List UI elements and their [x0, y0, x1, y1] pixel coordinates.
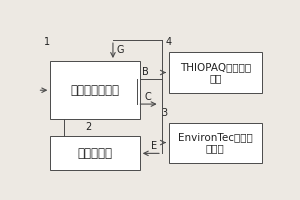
Text: E: E	[151, 141, 157, 151]
Text: B: B	[142, 67, 149, 77]
Text: 厌氧发酵子系统: 厌氧发酵子系统	[70, 84, 119, 97]
Text: G: G	[116, 45, 124, 55]
FancyBboxPatch shape	[169, 123, 262, 163]
FancyBboxPatch shape	[50, 61, 140, 119]
Text: 2: 2	[85, 122, 92, 132]
Text: THIOPAQ生物脱硫
装置: THIOPAQ生物脱硫 装置	[180, 62, 251, 83]
Text: 3: 3	[161, 108, 167, 118]
FancyBboxPatch shape	[50, 136, 140, 170]
Text: 除臭子系统: 除臭子系统	[77, 147, 112, 160]
Text: 1: 1	[44, 37, 50, 47]
Text: EnvironTec生物脱
硫装置: EnvironTec生物脱 硫装置	[178, 132, 253, 153]
Text: 4: 4	[166, 37, 172, 47]
Text: C: C	[145, 92, 151, 102]
FancyBboxPatch shape	[169, 52, 262, 93]
